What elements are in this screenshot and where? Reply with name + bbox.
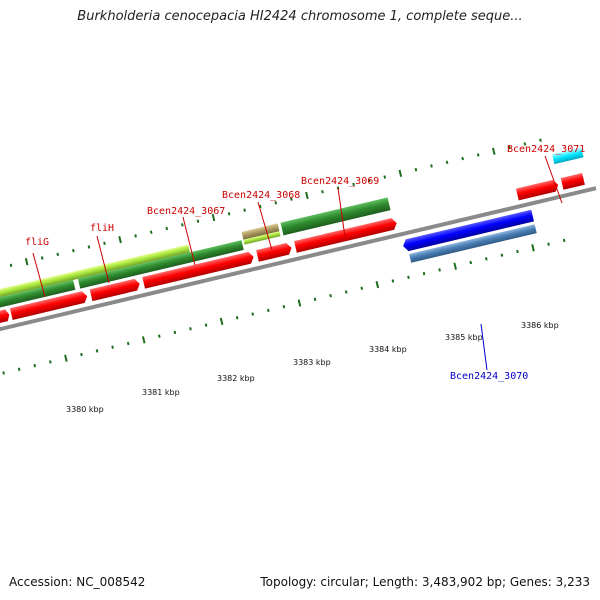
feature-bar-olive bbox=[241, 223, 280, 240]
scale-label: 3383 kbp bbox=[293, 358, 331, 367]
inner-scale-ticks bbox=[2, 238, 566, 375]
cds-arrow[interactable] bbox=[9, 290, 89, 320]
gc-skew-bar bbox=[0, 244, 190, 301]
outer-scale-ticks bbox=[9, 138, 542, 268]
sequence-backbone bbox=[0, 186, 597, 333]
cds-arrow[interactable] bbox=[142, 251, 255, 289]
scale-label: 3380 kbp bbox=[66, 405, 104, 414]
cds-arrow[interactable] bbox=[0, 309, 11, 326]
gene-labels: fliG fliH Bcen2424_3067 Bcen2424_3068 Bc… bbox=[25, 144, 585, 382]
cds-arrow[interactable] bbox=[294, 217, 398, 253]
scale-label: 3384 kbp bbox=[369, 345, 407, 354]
gene-Bcen2424-3070-track[interactable] bbox=[409, 224, 537, 263]
map-title: Burkholderia cenocepacia HI2424 chromoso… bbox=[77, 9, 523, 24]
genome-summary-text: Topology: circular; Length: 3,483,902 bp… bbox=[260, 575, 590, 589]
scale-labels: 3380 kbp 3381 kbp 3382 kbp 3383 kbp 3384… bbox=[66, 321, 559, 414]
gene-Bcen2424-3069-track[interactable] bbox=[280, 197, 391, 236]
scale-label: 3382 kbp bbox=[217, 374, 255, 383]
cds-arrow-reverse[interactable] bbox=[402, 209, 534, 252]
scale-label: 3385 kbp bbox=[445, 333, 483, 342]
gene-label-bcen2424-3067[interactable]: Bcen2424_3067 bbox=[147, 206, 225, 217]
gene-fliG-track[interactable] bbox=[0, 279, 76, 309]
gene-label-fliG[interactable]: fliG bbox=[25, 237, 49, 248]
gene-fliH-track[interactable] bbox=[77, 240, 244, 289]
cds-arrow[interactable] bbox=[89, 278, 141, 302]
feature-bar-light-small bbox=[243, 231, 281, 245]
gene-label-bcen2424-3069[interactable]: Bcen2424_3069 bbox=[301, 176, 379, 187]
feature-bar-cyan[interactable] bbox=[552, 147, 584, 165]
scale-label: 3386 kbp bbox=[521, 321, 559, 330]
cds-arrow[interactable] bbox=[560, 173, 585, 190]
accession-text: Accession: NC_008542 bbox=[9, 575, 146, 589]
cds-arrow[interactable] bbox=[256, 242, 293, 262]
gene-label-bcen2424-3070[interactable]: Bcen2424_3070 bbox=[450, 371, 528, 382]
cds-arrow[interactable] bbox=[515, 179, 560, 201]
label-leaders bbox=[32, 155, 563, 371]
gene-label-fliH[interactable]: fliH bbox=[90, 223, 114, 234]
gene-label-bcen2424-3071[interactable]: Bcen2424_3071 bbox=[507, 144, 585, 155]
scale-label: 3381 kbp bbox=[142, 388, 180, 397]
feature-track-group bbox=[0, 138, 597, 375]
gene-label-bcen2424-3068[interactable]: Bcen2424_3068 bbox=[222, 190, 300, 201]
